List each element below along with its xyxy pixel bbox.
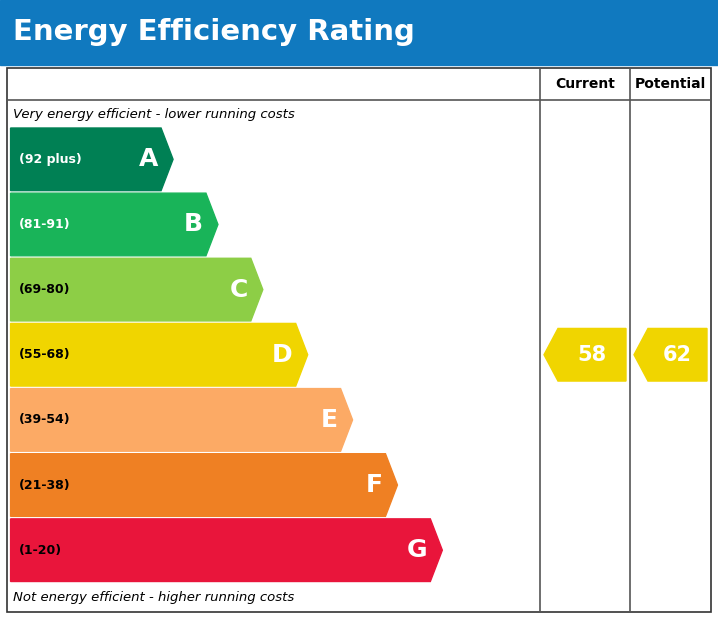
Text: G: G bbox=[407, 538, 427, 562]
Text: (92 plus): (92 plus) bbox=[19, 153, 82, 166]
Text: E: E bbox=[321, 408, 337, 432]
Text: D: D bbox=[272, 343, 293, 366]
Text: (39-54): (39-54) bbox=[19, 413, 71, 426]
Text: (81-91): (81-91) bbox=[19, 218, 71, 231]
Polygon shape bbox=[11, 389, 353, 451]
Text: B: B bbox=[184, 212, 203, 236]
Polygon shape bbox=[544, 329, 626, 381]
Polygon shape bbox=[11, 519, 442, 581]
Text: 62: 62 bbox=[663, 345, 692, 365]
Text: (1-20): (1-20) bbox=[19, 543, 62, 556]
Text: Potential: Potential bbox=[635, 77, 706, 91]
Text: F: F bbox=[365, 473, 383, 497]
Text: Very energy efficient - lower running costs: Very energy efficient - lower running co… bbox=[13, 108, 294, 121]
Text: (69-80): (69-80) bbox=[19, 283, 70, 296]
Text: C: C bbox=[230, 277, 248, 301]
Text: (55-68): (55-68) bbox=[19, 348, 71, 361]
Text: (21-38): (21-38) bbox=[19, 478, 71, 491]
Text: Current: Current bbox=[555, 77, 615, 91]
Polygon shape bbox=[11, 258, 263, 321]
Polygon shape bbox=[11, 324, 308, 386]
Text: Not energy efficient - higher running costs: Not energy efficient - higher running co… bbox=[13, 592, 294, 605]
Bar bbox=[0, 0, 718, 65]
Polygon shape bbox=[11, 193, 218, 256]
Bar bbox=[7, 68, 711, 612]
Polygon shape bbox=[11, 128, 173, 191]
Polygon shape bbox=[11, 454, 398, 516]
Text: A: A bbox=[139, 147, 158, 171]
Polygon shape bbox=[634, 329, 707, 381]
Text: Energy Efficiency Rating: Energy Efficiency Rating bbox=[13, 19, 415, 46]
Text: 58: 58 bbox=[577, 345, 607, 365]
